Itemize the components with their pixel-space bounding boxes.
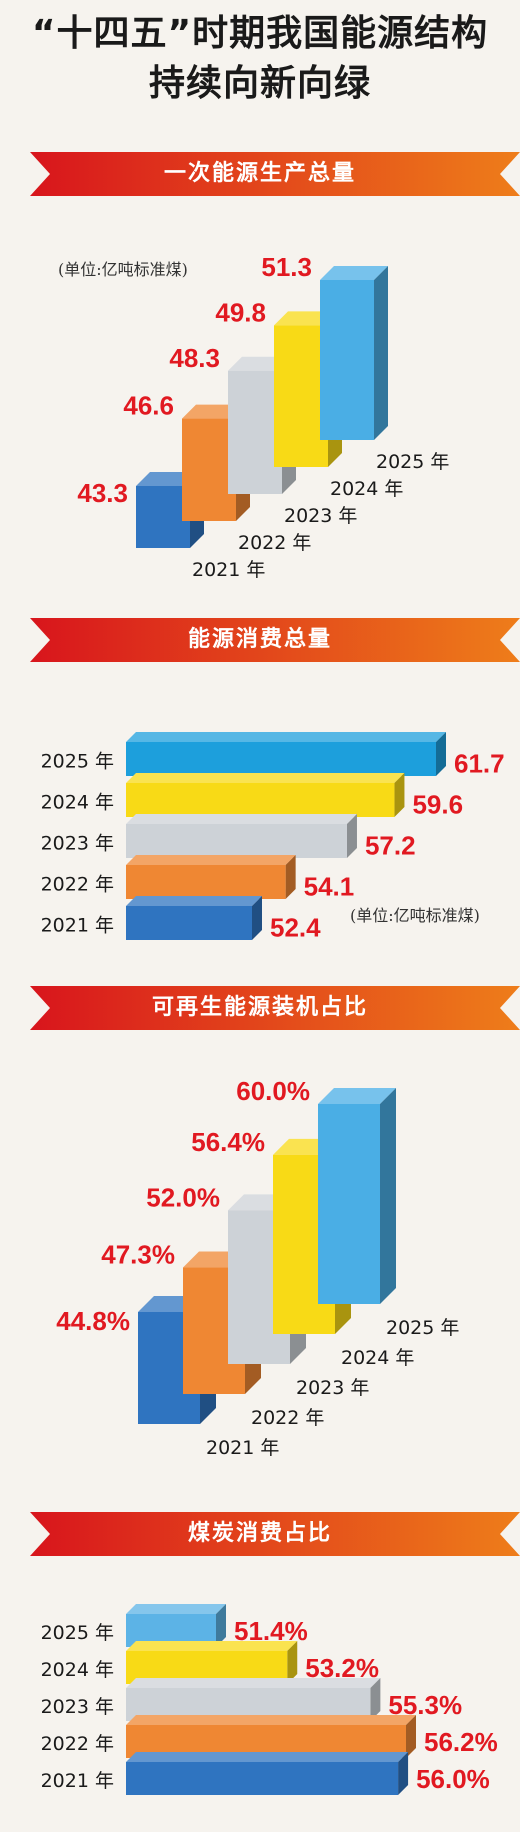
production-bar-2025: [320, 266, 388, 440]
consumption-title: 能源消费总量: [187, 627, 332, 652]
coal-value-label-2025: 51.4%: [234, 1616, 308, 1646]
production-year-label-2025: 2025 年: [376, 451, 449, 473]
section-banner-coal: [30, 1512, 520, 1556]
coal-bar-2025: [126, 1604, 226, 1647]
renewable-value-label-2024: 56.4%: [191, 1127, 265, 1157]
section-banner-production: [30, 152, 520, 196]
coal-bar-2023: [126, 1678, 381, 1721]
consumption-unit-label: (单位:亿吨标准煤): [350, 906, 480, 925]
consumption-bar-2021: [126, 896, 262, 940]
renewable-year-label-2021: 2021 年: [206, 1437, 279, 1459]
production-year-label-2022: 2022 年: [238, 532, 311, 554]
renewable-year-label-2025: 2025 年: [386, 1317, 459, 1339]
consumption-year-label-2022: 2022 年: [41, 874, 114, 896]
production-year-label-2023: 2023 年: [284, 505, 357, 527]
coal-value-label-2023: 55.3%: [388, 1690, 462, 1720]
production-value-label-2022: 46.6: [123, 391, 174, 421]
coal-bar-2022: [126, 1715, 416, 1758]
coal-value-label-2021: 56.0%: [416, 1764, 490, 1794]
section-banner-consumption: [30, 618, 520, 662]
consumption-year-label-2023: 2023 年: [41, 833, 114, 855]
consumption-year-label-2025: 2025 年: [41, 751, 114, 773]
coal-bar-2024: [126, 1641, 298, 1684]
production-value-label-2024: 49.8: [215, 297, 266, 327]
coal-year-label-2023: 2023 年: [41, 1696, 114, 1718]
consumption-value-label-2024: 59.6: [412, 789, 463, 819]
renewable-year-label-2023: 2023 年: [296, 1377, 369, 1399]
renewable-value-label-2021: 44.8%: [56, 1306, 130, 1336]
production-value-label-2021: 43.3: [77, 478, 128, 508]
renewable-value-label-2025: 60.0%: [236, 1076, 310, 1106]
production-year-label-2021: 2021 年: [192, 559, 265, 581]
production-year-label-2024: 2024 年: [330, 478, 403, 500]
consumption-bar-2024: [126, 773, 405, 817]
coal-year-label-2024: 2024 年: [41, 1659, 114, 1681]
coal-title: 煤炭消费占比: [187, 1521, 332, 1546]
renewable-value-label-2023: 52.0%: [146, 1182, 220, 1212]
coal-value-label-2024: 53.2%: [305, 1653, 379, 1683]
consumption-year-label-2024: 2024 年: [41, 792, 114, 814]
production-value-label-2025: 51.3: [261, 252, 312, 282]
coal-year-label-2022: 2022 年: [41, 1733, 114, 1755]
page-title-line-2: 持续向新向绿: [148, 63, 371, 104]
consumption-value-label-2023: 57.2: [365, 830, 416, 860]
coal-value-label-2022: 56.2%: [424, 1727, 498, 1757]
consumption-value-label-2022: 54.1: [304, 871, 355, 901]
consumption-bar-2025: [126, 732, 446, 776]
consumption-year-label-2021: 2021 年: [41, 915, 114, 937]
consumption-bar-2023: [126, 814, 357, 858]
consumption-bar-2022: [126, 855, 296, 899]
section-banner-renewable: [30, 986, 520, 1030]
renewable-year-label-2024: 2024 年: [341, 1347, 414, 1369]
coal-year-label-2021: 2021 年: [41, 1770, 114, 1792]
renewable-value-label-2022: 47.3%: [101, 1240, 175, 1270]
production-unit-label: (单位:亿吨标准煤): [58, 260, 188, 279]
renewable-title: 可再生能源装机占比: [151, 995, 368, 1020]
coal-bar-2021: [126, 1752, 409, 1795]
production-value-label-2023: 48.3: [169, 343, 220, 373]
coal-year-label-2025: 2025 年: [41, 1622, 114, 1644]
renewable-bar-2025: [318, 1088, 396, 1304]
consumption-value-label-2025: 61.7: [454, 748, 505, 778]
consumption-value-label-2021: 52.4: [270, 912, 321, 942]
production-title: 一次能源生产总量: [163, 161, 356, 186]
page-title-line-1: “十四五”时期我国能源结构: [31, 13, 489, 54]
renewable-year-label-2022: 2022 年: [251, 1407, 324, 1429]
